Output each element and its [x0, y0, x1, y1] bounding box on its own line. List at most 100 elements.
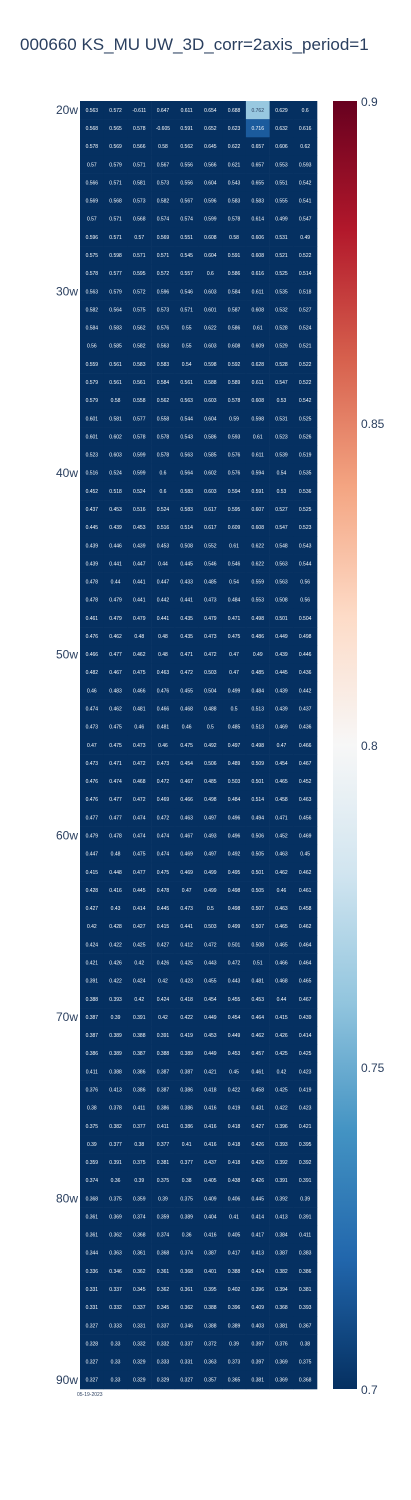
heatmap-cell: [269, 1008, 294, 1027]
heatmap-cell: [293, 1298, 318, 1317]
heatmap-cell: [174, 1116, 199, 1136]
cell-value-label: 0.464: [299, 942, 312, 948]
heatmap-cell: [151, 1080, 176, 1100]
heatmap-cell: [151, 246, 176, 265]
cell-value-label: 0.609: [251, 344, 264, 350]
heatmap-cell: [198, 1298, 223, 1317]
cell-value-label: 0.44: [111, 580, 121, 586]
heatmap-cell: [174, 1243, 199, 1263]
cell-value-label: 0.388: [228, 1269, 241, 1275]
heatmap-cell: [222, 971, 247, 991]
cell-value-label: 0.337: [109, 1287, 122, 1293]
cell-value-label: 0.48: [158, 652, 168, 658]
cell-value-label: 0.47: [229, 670, 239, 676]
heatmap-cell: [245, 1225, 270, 1245]
cell-value-label: 0.377: [157, 1142, 170, 1148]
heatmap-cell: [269, 1334, 294, 1354]
heatmap-cell: [80, 391, 104, 410]
cell-value-label: 0.411: [157, 1124, 169, 1130]
heatmap-cell: [293, 191, 318, 211]
cell-value-label: 0.388: [157, 1051, 170, 1057]
heatmap-cell: [245, 1008, 270, 1027]
cell-value-label: 0.331: [86, 1305, 99, 1311]
cell-value-label: 0.463: [299, 797, 312, 803]
cell-value-label: 0.541: [299, 199, 312, 205]
heatmap-cell: [127, 445, 152, 465]
heatmap-cell: [269, 862, 294, 882]
cell-value-label: 0.571: [157, 253, 170, 259]
cell-value-label: 0.561: [109, 362, 122, 368]
cell-value-label: 0.445: [275, 670, 288, 676]
cell-value-label: 0.516: [133, 507, 146, 513]
heatmap-cell: [198, 1207, 223, 1227]
heatmap-cell: [293, 409, 318, 428]
heatmap-cell: [103, 1026, 128, 1045]
cell-value-label: 0.47: [87, 743, 97, 749]
cell-value-label: 0.473: [204, 634, 217, 640]
heatmap-cell: [269, 282, 294, 301]
cell-value-label: 0.573: [157, 180, 170, 186]
heatmap-cell: [80, 191, 104, 211]
cell-value-label: 0.498: [299, 634, 312, 640]
cell-value-label: 0.55: [182, 344, 192, 350]
cell-value-label: 0.359: [133, 1196, 146, 1202]
heatmap-cell: [222, 1135, 247, 1154]
cell-value-label: 0.475: [133, 670, 146, 676]
cell-value-label: 0.573: [157, 307, 170, 313]
cell-value-label: 0.591: [251, 489, 264, 495]
heatmap-cell: [151, 463, 176, 483]
cell-value-label: 0.606: [251, 235, 264, 241]
heatmap-cell: [293, 282, 318, 301]
heatmap-cell: [293, 681, 318, 700]
heatmap-cell: [222, 790, 247, 809]
heatmap-cell: [127, 1116, 152, 1136]
heatmap-cell: [127, 772, 152, 791]
heatmap-cell: [80, 518, 104, 537]
cell-value-label: 0.599: [133, 471, 146, 477]
cell-value-label: 0.439: [86, 543, 99, 549]
heatmap-cell: [127, 1334, 152, 1354]
cell-value-label: 0.622: [204, 326, 217, 332]
heatmap-cell: [222, 300, 247, 319]
cell-value-label: 0.632: [275, 126, 288, 132]
heatmap-cell: [245, 1298, 270, 1317]
cell-value-label: 0.424: [86, 942, 99, 948]
heatmap-cell: [127, 500, 152, 519]
heatmap-cell: [127, 663, 152, 682]
y-tick-label: 50w: [56, 647, 78, 661]
heatmap-cell: [127, 881, 152, 900]
heatmap-cell: [174, 318, 199, 338]
cell-value-label: 0.388: [204, 1305, 217, 1311]
heatmap-cell: [269, 881, 294, 900]
cell-value-label: 0.377: [180, 1160, 193, 1166]
heatmap-cell: [127, 608, 152, 628]
heatmap-cell: [222, 1116, 247, 1136]
colorbar-gradient: [333, 101, 357, 1389]
heatmap-cell: [127, 191, 152, 211]
heatmap-cell: [127, 463, 152, 483]
heatmap-cell: [245, 1026, 270, 1045]
heatmap-cell: [269, 1280, 294, 1299]
cell-value-label: 0.481: [251, 979, 264, 985]
cell-value-label: 0.374: [86, 1178, 99, 1184]
cell-value-label: 0.36: [111, 1178, 121, 1184]
cell-value-label: 0.608: [228, 344, 241, 350]
heatmap-cell: [80, 989, 104, 1009]
heatmap-cell: [174, 735, 199, 755]
cell-value-label: 0.584: [86, 326, 99, 332]
cell-value-label: 0.576: [157, 326, 170, 332]
heatmap-cell: [269, 917, 294, 936]
cell-value-label: 0.524: [157, 507, 170, 513]
heatmap-cell: [103, 373, 128, 392]
cell-value-label: 0.535: [275, 289, 288, 295]
heatmap-cell: [222, 318, 247, 338]
heatmap-cell: [80, 1171, 104, 1190]
heatmap-cell: [245, 536, 270, 555]
heatmap-cell: [127, 1153, 152, 1172]
heatmap-cell: [151, 427, 176, 446]
heatmap-cell: [103, 1316, 128, 1335]
heatmap-cell: [174, 300, 199, 319]
cell-value-label: 0.629: [275, 108, 288, 114]
cell-value-label: 0.368: [299, 1378, 312, 1384]
heatmap-cell: [293, 1225, 318, 1245]
